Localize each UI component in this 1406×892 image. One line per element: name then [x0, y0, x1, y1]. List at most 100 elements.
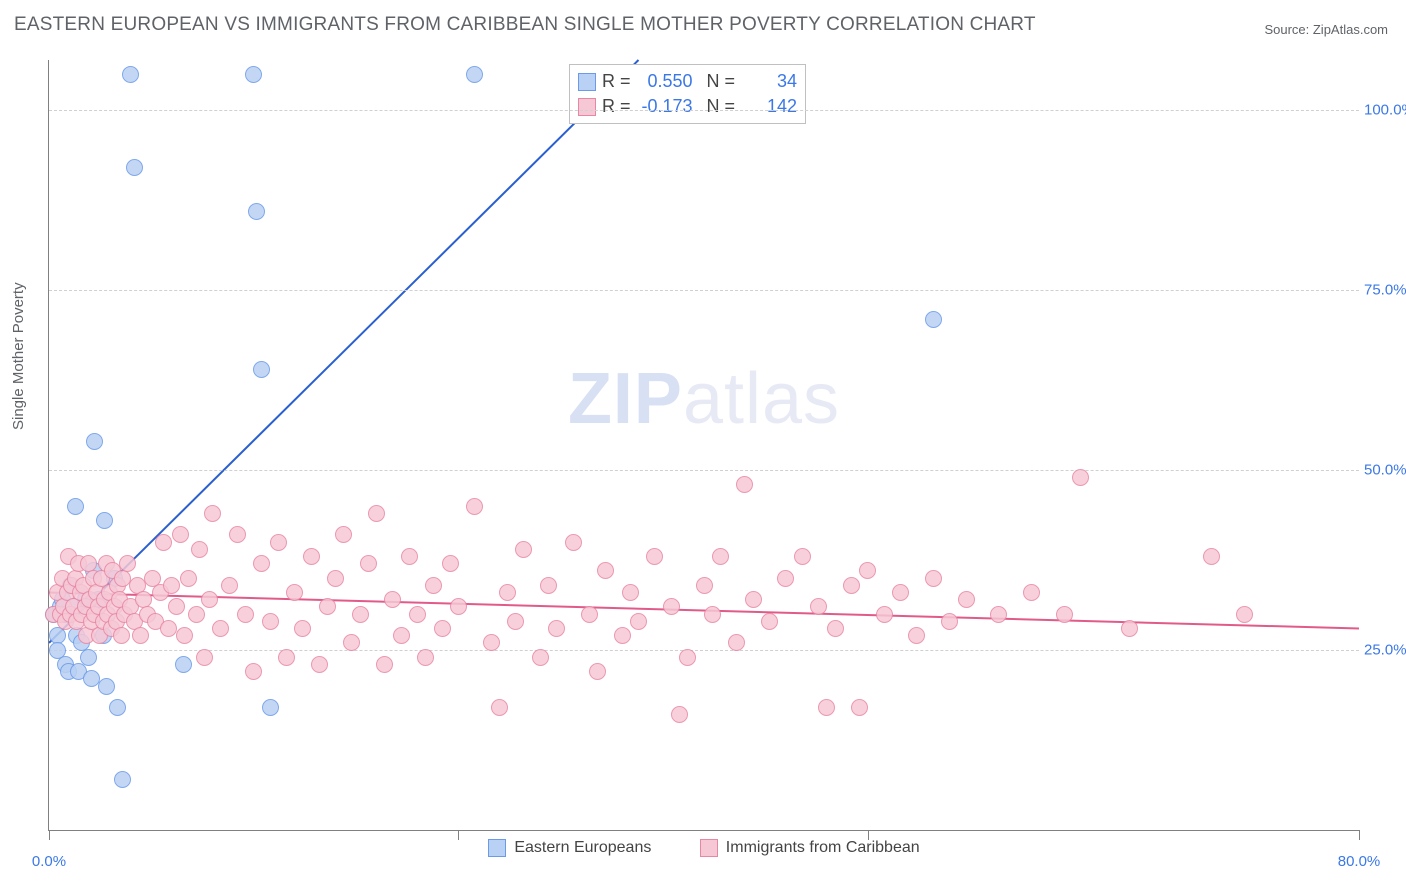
data-point[interactable] [67, 498, 84, 515]
data-point[interactable] [155, 534, 172, 551]
data-point[interactable] [253, 361, 270, 378]
legend-item[interactable]: Immigrants from Caribbean [700, 839, 920, 857]
data-point[interactable] [696, 577, 713, 594]
data-point[interactable] [663, 598, 680, 615]
data-point[interactable] [728, 634, 745, 651]
data-point[interactable] [163, 577, 180, 594]
data-point[interactable] [736, 476, 753, 493]
data-point[interactable] [958, 591, 975, 608]
data-point[interactable] [630, 613, 647, 630]
data-point[interactable] [827, 620, 844, 637]
data-point[interactable] [248, 203, 265, 220]
data-point[interactable] [294, 620, 311, 637]
data-point[interactable] [532, 649, 549, 666]
data-point[interactable] [491, 699, 508, 716]
data-point[interactable] [343, 634, 360, 651]
data-point[interactable] [270, 534, 287, 551]
data-point[interactable] [565, 534, 582, 551]
data-point[interactable] [201, 591, 218, 608]
data-point[interactable] [712, 548, 729, 565]
legend-item[interactable]: Eastern Europeans [488, 839, 651, 857]
data-point[interactable] [196, 649, 213, 666]
data-point[interactable] [172, 526, 189, 543]
data-point[interactable] [434, 620, 451, 637]
data-point[interactable] [360, 555, 377, 572]
data-point[interactable] [859, 562, 876, 579]
data-point[interactable] [113, 627, 130, 644]
data-point[interactable] [1056, 606, 1073, 623]
data-point[interactable] [176, 627, 193, 644]
data-point[interactable] [794, 548, 811, 565]
data-point[interactable] [80, 649, 97, 666]
data-point[interactable] [925, 311, 942, 328]
data-point[interactable] [540, 577, 557, 594]
data-point[interactable] [109, 699, 126, 716]
data-point[interactable] [876, 606, 893, 623]
data-point[interactable] [499, 584, 516, 601]
data-point[interactable] [450, 598, 467, 615]
data-point[interactable] [851, 699, 868, 716]
data-point[interactable] [704, 606, 721, 623]
data-point[interactable] [679, 649, 696, 666]
data-point[interactable] [212, 620, 229, 637]
data-point[interactable] [761, 613, 778, 630]
data-point[interactable] [132, 627, 149, 644]
data-point[interactable] [237, 606, 254, 623]
data-point[interactable] [1121, 620, 1138, 637]
data-point[interactable] [319, 598, 336, 615]
data-point[interactable] [311, 656, 328, 673]
data-point[interactable] [425, 577, 442, 594]
data-point[interactable] [160, 620, 177, 637]
data-point[interactable] [262, 613, 279, 630]
data-point[interactable] [401, 548, 418, 565]
data-point[interactable] [892, 584, 909, 601]
data-point[interactable] [507, 613, 524, 630]
data-point[interactable] [229, 526, 246, 543]
data-point[interactable] [908, 627, 925, 644]
data-point[interactable] [925, 570, 942, 587]
data-point[interactable] [98, 678, 115, 695]
data-point[interactable] [990, 606, 1007, 623]
data-point[interactable] [335, 526, 352, 543]
data-point[interactable] [384, 591, 401, 608]
data-point[interactable] [119, 555, 136, 572]
data-point[interactable] [245, 66, 262, 83]
data-point[interactable] [810, 598, 827, 615]
data-point[interactable] [548, 620, 565, 637]
data-point[interactable] [114, 771, 131, 788]
data-point[interactable] [253, 555, 270, 572]
data-point[interactable] [818, 699, 835, 716]
data-point[interactable] [777, 570, 794, 587]
data-point[interactable] [1072, 469, 1089, 486]
data-point[interactable] [368, 505, 385, 522]
data-point[interactable] [466, 66, 483, 83]
data-point[interactable] [442, 555, 459, 572]
data-point[interactable] [204, 505, 221, 522]
data-point[interactable] [622, 584, 639, 601]
data-point[interactable] [175, 656, 192, 673]
data-point[interactable] [180, 570, 197, 587]
data-point[interactable] [278, 649, 295, 666]
data-point[interactable] [393, 627, 410, 644]
data-point[interactable] [745, 591, 762, 608]
data-point[interactable] [515, 541, 532, 558]
data-point[interactable] [327, 570, 344, 587]
data-point[interactable] [483, 634, 500, 651]
data-point[interactable] [168, 598, 185, 615]
data-point[interactable] [262, 699, 279, 716]
data-point[interactable] [646, 548, 663, 565]
data-point[interactable] [1236, 606, 1253, 623]
data-point[interactable] [303, 548, 320, 565]
data-point[interactable] [417, 649, 434, 666]
data-point[interactable] [96, 512, 113, 529]
data-point[interactable] [122, 66, 139, 83]
data-point[interactable] [376, 656, 393, 673]
data-point[interactable] [671, 706, 688, 723]
data-point[interactable] [352, 606, 369, 623]
data-point[interactable] [843, 577, 860, 594]
data-point[interactable] [614, 627, 631, 644]
data-point[interactable] [597, 562, 614, 579]
data-point[interactable] [188, 606, 205, 623]
data-point[interactable] [245, 663, 262, 680]
data-point[interactable] [1023, 584, 1040, 601]
